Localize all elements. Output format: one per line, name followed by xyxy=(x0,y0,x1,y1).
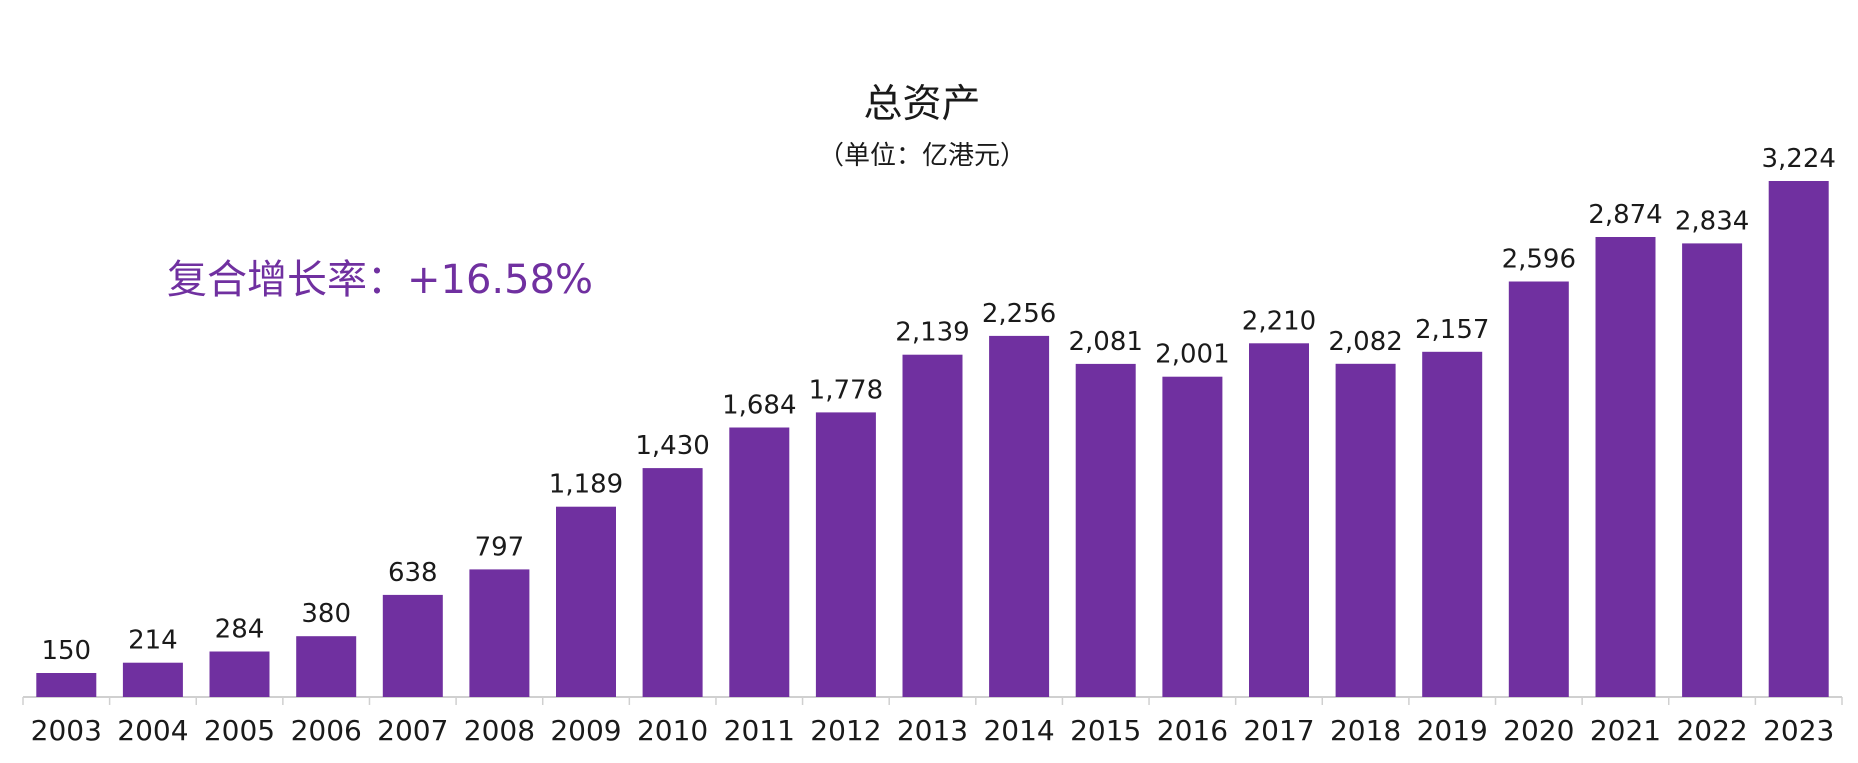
value-label-2020: 2,596 xyxy=(1502,245,1576,275)
category-label-2019: 2019 xyxy=(1417,714,1488,747)
category-labels-group: 2003 2004 2005 2006 2007 2008 2009 2010 2011 2012… xyxy=(31,714,1835,747)
category-label-2016: 2016 xyxy=(1157,714,1228,747)
bar-2019 xyxy=(1422,351,1483,697)
chart-subtitle: （单位：亿港元） xyxy=(818,141,1026,171)
category-label-2003: 2003 xyxy=(31,714,102,747)
value-label-2005: 284 xyxy=(215,615,265,645)
category-label-2021: 2021 xyxy=(1590,714,1661,747)
bar-2014 xyxy=(989,335,1050,697)
bar-2011 xyxy=(729,427,790,697)
value-label-2010: 1,430 xyxy=(635,431,709,461)
value-label-2022: 2,834 xyxy=(1675,206,1749,236)
bar-2013 xyxy=(902,354,963,697)
value-label-2021: 2,874 xyxy=(1588,200,1662,230)
bar-2020 xyxy=(1508,281,1569,697)
value-label-2018: 2,082 xyxy=(1328,327,1402,357)
value-label-2008: 797 xyxy=(475,532,525,562)
bar-2007 xyxy=(382,594,443,697)
value-label-2019: 2,157 xyxy=(1415,315,1489,345)
category-label-2017: 2017 xyxy=(1243,714,1314,747)
value-label-2011: 1,684 xyxy=(722,391,796,421)
category-label-2010: 2010 xyxy=(637,714,708,747)
category-label-2004: 2004 xyxy=(117,714,188,747)
bars-group xyxy=(36,181,1829,697)
bar-2022 xyxy=(1682,243,1743,697)
value-label-2014: 2,256 xyxy=(982,299,1056,329)
category-label-2007: 2007 xyxy=(377,714,448,747)
category-label-2011: 2011 xyxy=(724,714,795,747)
bar-2005 xyxy=(209,651,270,697)
category-label-2023: 2023 xyxy=(1763,714,1834,747)
bar-2023 xyxy=(1768,181,1829,697)
value-labels-group: 150 214 284 380 638 797 1,189 1,430 1,684 1,778 2,… xyxy=(41,144,1835,666)
value-label-2006: 380 xyxy=(301,599,351,629)
category-label-2015: 2015 xyxy=(1070,714,1141,747)
category-label-2013: 2013 xyxy=(897,714,968,747)
bar-2021 xyxy=(1595,237,1656,697)
category-label-2008: 2008 xyxy=(464,714,535,747)
bar-2012 xyxy=(815,412,876,697)
category-label-2012: 2012 xyxy=(810,714,881,747)
value-label-2004: 214 xyxy=(128,626,178,656)
bar-2017 xyxy=(1249,343,1309,697)
category-label-2014: 2014 xyxy=(983,714,1054,747)
category-label-2009: 2009 xyxy=(550,714,621,747)
value-label-2007: 638 xyxy=(388,558,438,588)
bar-2016 xyxy=(1162,376,1223,697)
category-label-2022: 2022 xyxy=(1676,714,1747,747)
category-label-2020: 2020 xyxy=(1503,714,1574,747)
bar-2008 xyxy=(469,569,530,697)
bar-2010 xyxy=(642,468,703,697)
value-label-2015: 2,081 xyxy=(1068,327,1142,357)
category-label-2005: 2005 xyxy=(204,714,275,747)
chart-title: 总资产 xyxy=(863,82,980,127)
bar-2009 xyxy=(556,506,616,697)
bar-2006 xyxy=(296,636,357,697)
bar-2015 xyxy=(1075,363,1136,697)
cagr-annotation: 复合增长率：+16.58% xyxy=(167,257,593,303)
x-axis-ticks xyxy=(22,697,1843,705)
bar-2003 xyxy=(36,673,97,697)
category-label-2006: 2006 xyxy=(291,714,362,747)
value-label-2017: 2,210 xyxy=(1242,306,1316,336)
category-label-2018: 2018 xyxy=(1330,714,1401,747)
value-label-2012: 1,778 xyxy=(809,375,883,405)
value-label-2016: 2,001 xyxy=(1155,340,1229,370)
bar-2004 xyxy=(122,662,183,697)
value-label-2009: 1,189 xyxy=(549,470,623,500)
value-label-2013: 2,139 xyxy=(895,318,969,348)
value-label-2003: 150 xyxy=(41,636,91,666)
value-label-2023: 3,224 xyxy=(1761,144,1835,174)
bar-2018 xyxy=(1335,363,1396,697)
